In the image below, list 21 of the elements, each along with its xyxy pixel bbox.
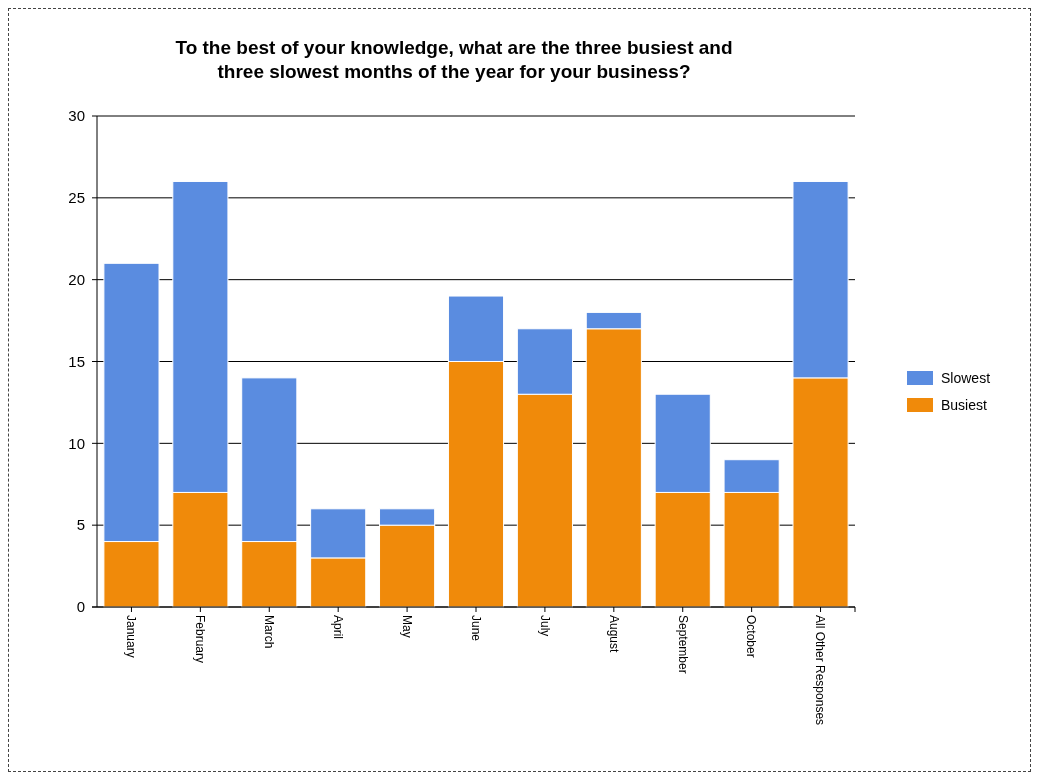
- legend-label: Busiest: [941, 396, 988, 413]
- x-tick-label: October: [744, 615, 759, 658]
- legend-label: Slowest: [941, 369, 991, 386]
- y-tick-label: 20: [68, 270, 85, 288]
- x-tick-label: April: [330, 615, 345, 640]
- chart-title: To the best of your knowledge, what are the three busiest and three slowest months of the year for your business?: [175, 37, 733, 82]
- x-tick-label: February: [193, 615, 208, 664]
- y-tick-label: 30: [68, 107, 85, 125]
- x-tick-label: July: [537, 615, 552, 637]
- y-tick-label: 0: [76, 598, 85, 616]
- x-tick-label: All Other Responses: [813, 615, 828, 726]
- x-tick-label: January: [124, 615, 139, 658]
- y-tick-label: 25: [68, 189, 85, 207]
- y-tick-label: 5: [76, 516, 85, 534]
- x-tick-label: September: [675, 615, 690, 674]
- x-tick-label: March: [262, 615, 277, 649]
- x-tick-label: June: [468, 615, 483, 642]
- x-tick-label: May: [399, 615, 414, 638]
- x-tick-label: August: [606, 615, 621, 654]
- y-tick-label: 15: [68, 352, 85, 370]
- y-tick-label: 10: [68, 434, 85, 452]
